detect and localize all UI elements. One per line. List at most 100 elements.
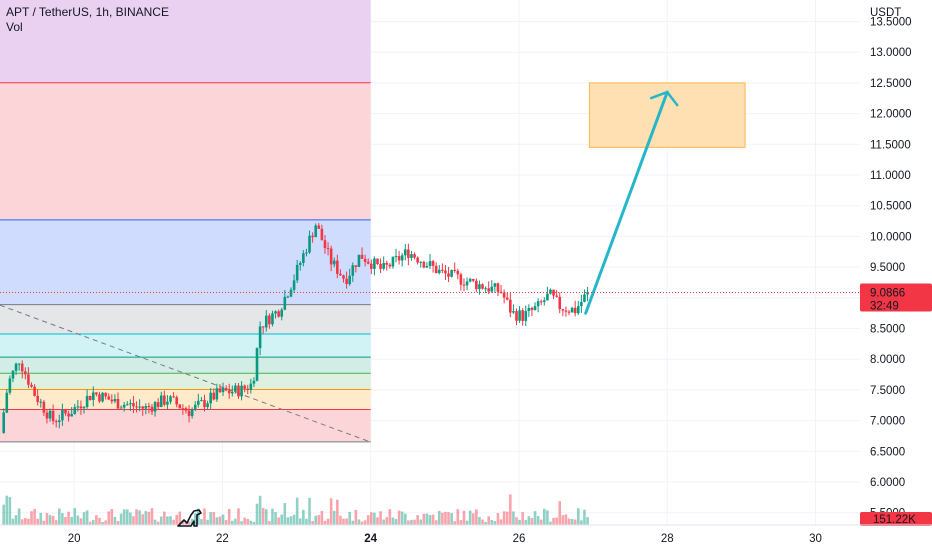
candle [200,396,203,402]
volume-bar [101,521,104,525]
candle [521,308,524,326]
candle [70,406,73,417]
volume-bar [85,510,89,525]
candle [159,391,163,408]
volume-bar [484,521,487,525]
candle [342,274,345,283]
candle [484,286,487,294]
volume-bar [431,514,435,525]
fib-band [0,304,371,335]
volume-bar [122,509,126,525]
volume-bar [512,511,515,525]
candle [450,269,453,278]
volume-bar [234,518,237,525]
candle [400,253,404,267]
candle [147,402,151,414]
candle [27,367,30,389]
candle [169,395,172,405]
candle [481,283,484,290]
candle [416,256,419,265]
volume-bar [227,509,231,525]
last-price-badge [860,283,932,312]
volume-bar [184,521,188,525]
candle [76,399,80,412]
candle [193,401,197,412]
volume-bar [286,517,290,525]
candle [206,400,209,410]
volume-bar [521,512,524,525]
candle [354,265,358,273]
volume-bar [271,508,274,525]
candle [478,280,481,295]
candle [166,395,169,410]
candle [542,297,546,306]
volume-bar [147,511,151,525]
candle [336,254,339,279]
volume-bar [552,517,555,525]
candle [459,272,463,291]
fib-band [0,334,371,358]
candle [88,395,92,401]
volume-bar [119,513,123,525]
volume-bar [339,515,342,525]
volume-bar [413,519,416,525]
volume-bar [255,503,259,525]
candle [181,404,185,415]
volume-bar [400,511,404,525]
candle [286,295,290,298]
volume-bar [156,521,160,525]
price-tick-label: 8.0000 [870,354,905,366]
volume-bar [450,513,453,525]
candle [54,419,58,428]
candle [475,278,478,293]
candle [314,223,318,238]
volume-bar [230,520,234,525]
candle [379,258,382,274]
volume-bar [298,518,302,525]
price-tick-label: 10.5000 [870,201,912,213]
volume-bar [172,519,175,525]
price-tick-label: 8.5000 [870,324,905,336]
candle [184,406,188,414]
fib-band [0,373,371,390]
candle [295,259,299,284]
volume-bar [14,515,18,525]
volume-bar [580,520,583,525]
volume-bar [586,517,589,525]
volume-bar [110,508,114,525]
candle [509,292,512,318]
volume-bar [73,508,77,525]
volume-bar [283,503,287,525]
candle [280,307,284,321]
candle [271,310,274,327]
volume-bar [314,515,318,525]
time-tick-label: 22 [216,533,229,545]
volume-bar [190,518,194,525]
candle [45,409,49,424]
volume-bar [475,509,478,525]
candle [274,310,277,319]
volume-bar [311,521,314,525]
volume-bar [564,514,568,525]
volume-bar [135,509,138,525]
price-tick-label: 13.0000 [870,47,912,59]
candle [163,390,166,407]
time-tick-label: 28 [661,533,674,545]
candle [573,300,577,317]
candle [444,265,447,281]
candle [91,386,95,407]
volume-bar [292,514,296,525]
volume-bar [274,512,277,525]
volume-bar [567,518,571,525]
candle [48,408,52,422]
time-tick-label: 20 [68,533,81,545]
volume-bar [323,520,327,525]
candle [249,378,253,394]
candle [320,224,324,241]
candle [119,405,123,409]
candle [42,400,46,416]
candle [17,363,21,371]
volume-bar [17,508,21,525]
volume-bar [444,511,447,525]
